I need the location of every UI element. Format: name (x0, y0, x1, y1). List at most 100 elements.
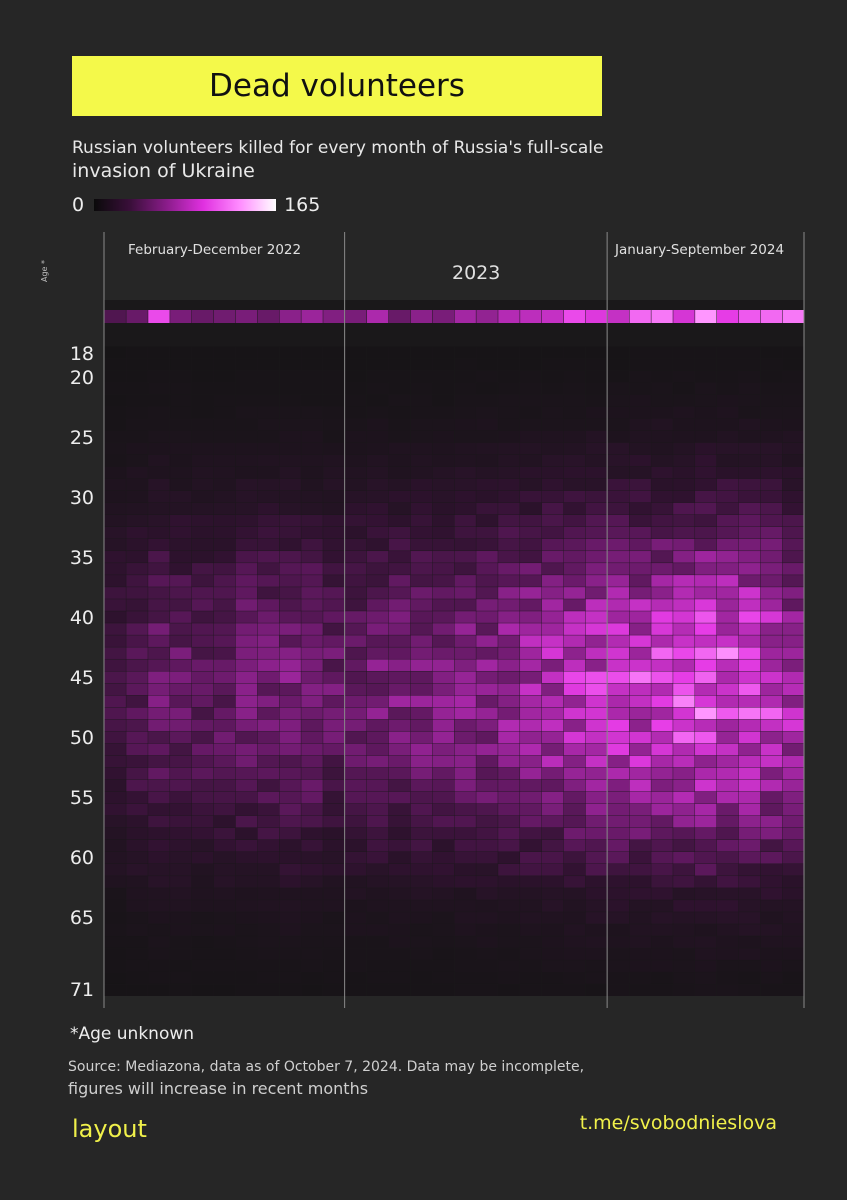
heat-cell (213, 382, 236, 395)
heat-cell (716, 755, 739, 768)
heat-cell (716, 707, 739, 720)
heat-cell (716, 370, 739, 383)
heat-cell (651, 647, 673, 659)
heat-cell (738, 683, 761, 696)
heat-cell (738, 563, 761, 575)
heat-cell (498, 767, 520, 780)
heat-cell (541, 948, 564, 960)
heat-cell (498, 370, 520, 383)
heat-cell (585, 502, 608, 515)
heat-cell (388, 478, 411, 491)
heat-cell (607, 394, 629, 407)
heat-cell (607, 815, 629, 828)
heat-cell-unknown-age (432, 310, 455, 323)
heat-cell (257, 442, 279, 455)
heat-cell (388, 791, 411, 804)
heat-cell (454, 587, 476, 599)
heat-cell (498, 912, 520, 924)
heat-cell (695, 599, 717, 611)
heat-cell (366, 635, 389, 647)
source-line-1: Source: Mediazona, data as of October 7,… (68, 1059, 585, 1075)
heat-cell (716, 936, 739, 948)
heat-cell (301, 478, 323, 491)
heat-cell (213, 815, 236, 828)
heat-cell (235, 587, 258, 599)
heat-cell (607, 839, 629, 852)
heat-cell (541, 851, 564, 864)
heat-cell (345, 851, 367, 864)
heat-cell (520, 659, 542, 671)
age-tick: 50 (69, 727, 94, 749)
heat-cell (191, 635, 214, 647)
heat-cell (279, 587, 301, 599)
heat-cell (410, 695, 433, 708)
heat-cell (148, 815, 170, 828)
heat-cell (716, 358, 739, 371)
heat-cell (607, 924, 629, 936)
heat-cell (760, 418, 783, 431)
heat-cell (673, 815, 695, 828)
heat-cell (235, 900, 258, 912)
heat-cell (126, 635, 148, 647)
heat-cell (235, 960, 258, 972)
heat-cell (716, 743, 739, 756)
heat-cell (345, 346, 367, 359)
heat-cell (366, 394, 389, 407)
heat-cell (476, 815, 498, 828)
heat-cell (432, 647, 454, 659)
heat-cell (695, 430, 717, 443)
heat-cell (738, 707, 761, 720)
heat-cell (629, 394, 651, 407)
heat-cell (279, 647, 301, 659)
heat-cell (388, 551, 411, 563)
heat-cell (782, 900, 804, 912)
heat-cell (279, 791, 301, 804)
heat-cell (432, 442, 454, 455)
heat-cell (585, 647, 608, 659)
heat-cell (498, 406, 520, 419)
heat-cell (345, 924, 367, 936)
heat-cell (629, 839, 651, 852)
heat-cell (170, 791, 192, 804)
heat-cell (651, 984, 673, 996)
heat-cell (607, 659, 629, 671)
heat-cell (213, 466, 236, 479)
heat-cell (235, 490, 258, 503)
heat-cell (410, 900, 433, 912)
heat-cell (301, 406, 323, 419)
heat-cell (651, 755, 673, 768)
heat-cell (520, 358, 542, 371)
heat-cell (498, 490, 520, 503)
heat-cell-unknown-age (520, 310, 542, 323)
heat-cell (148, 839, 170, 852)
heat-cell (191, 551, 214, 563)
channel-link[interactable]: t.me/svobodnieslova (579, 1112, 777, 1134)
heat-cell (498, 900, 520, 912)
heat-cell (541, 647, 564, 659)
heat-cell (760, 924, 783, 936)
heat-cell (148, 490, 170, 503)
color-legend: 0 165 (72, 194, 320, 216)
heat-cell (782, 984, 804, 996)
heat-cell (257, 827, 279, 840)
heat-cell (345, 960, 367, 972)
heat-cell (410, 876, 433, 888)
heat-cell (388, 418, 411, 431)
heat-cell (170, 358, 192, 371)
heat-cell (148, 599, 170, 611)
heat-cell (629, 442, 651, 455)
heat-cell (191, 514, 214, 527)
heat-cell (695, 972, 717, 984)
heat-cell (476, 370, 498, 383)
heat-cell (126, 791, 148, 804)
heat-cell (301, 647, 323, 659)
heat-cell (279, 984, 301, 996)
heat-cell (126, 912, 148, 924)
heat-cell (432, 611, 454, 623)
heat-cell (782, 454, 804, 467)
heat-cell (716, 972, 739, 984)
heat-cell (432, 635, 454, 647)
heat-cell (191, 695, 214, 708)
heat-cell (257, 526, 279, 539)
heat-cell (695, 623, 717, 635)
